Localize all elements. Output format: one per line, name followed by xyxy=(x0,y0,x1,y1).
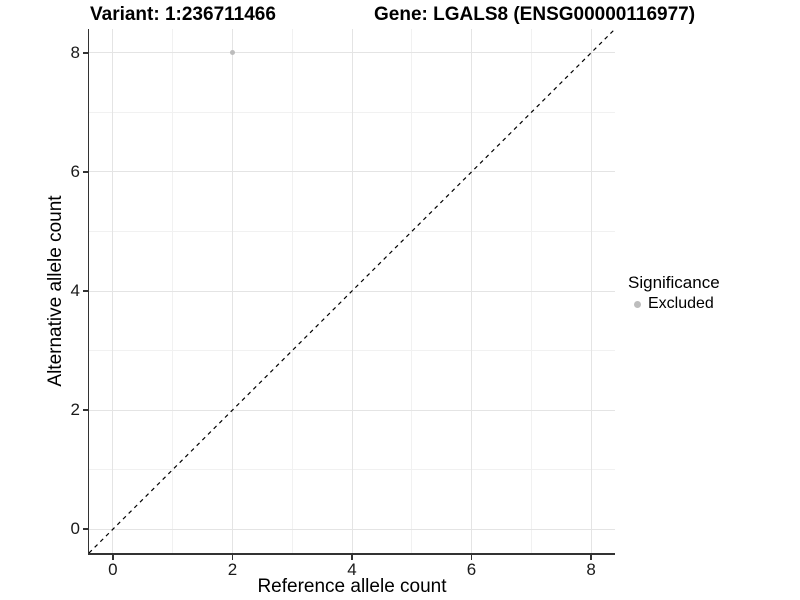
gene-title: Gene: LGALS8 (ENSG00000116977) xyxy=(374,4,696,25)
y-tick-label: 2 xyxy=(70,400,80,420)
gridline-major-horizontal xyxy=(89,52,615,54)
y-tick-label: 8 xyxy=(70,42,80,62)
x-axis-line xyxy=(87,553,615,555)
legend-item-label: Excluded xyxy=(648,295,714,312)
gridline-major-horizontal xyxy=(89,528,615,530)
x-tick-label: 2 xyxy=(227,560,238,579)
x-tick-mark xyxy=(470,554,473,560)
gridline-major-horizontal xyxy=(89,409,615,411)
x-tick-mark xyxy=(590,554,592,560)
variant-title: Variant: 1:236711466 xyxy=(90,4,276,25)
y-tick-mark xyxy=(82,52,88,54)
x-tick-mark xyxy=(351,554,353,560)
legend-point-icon xyxy=(634,300,641,308)
legend-title: Significance xyxy=(628,273,720,292)
y-axis-line xyxy=(87,29,89,555)
x-tick-label: 6 xyxy=(466,560,477,579)
x-tick-label: 8 xyxy=(586,560,596,579)
y-axis-title: Alternative allele count xyxy=(45,195,66,387)
plot-panel xyxy=(89,29,615,553)
y-tick-label: 6 xyxy=(70,161,80,181)
legend: Significance Excluded xyxy=(628,273,720,313)
x-tick-mark xyxy=(231,554,234,560)
x-tick-label: 0 xyxy=(108,560,118,579)
y-tick-mark xyxy=(82,528,88,530)
y-tick-mark xyxy=(82,290,88,292)
x-tick-mark xyxy=(112,554,114,560)
y-tick-label: 4 xyxy=(70,281,80,300)
legend-item: Excluded xyxy=(628,295,720,313)
y-tick-mark xyxy=(82,171,88,173)
identity-line xyxy=(89,29,615,553)
data-point xyxy=(229,50,235,56)
y-tick-label: 0 xyxy=(70,519,80,539)
x-tick-label: 4 xyxy=(347,560,357,579)
y-tick-mark xyxy=(82,409,88,411)
x-axis-title: Reference allele count xyxy=(257,576,447,597)
gridline-major-horizontal xyxy=(89,171,615,173)
